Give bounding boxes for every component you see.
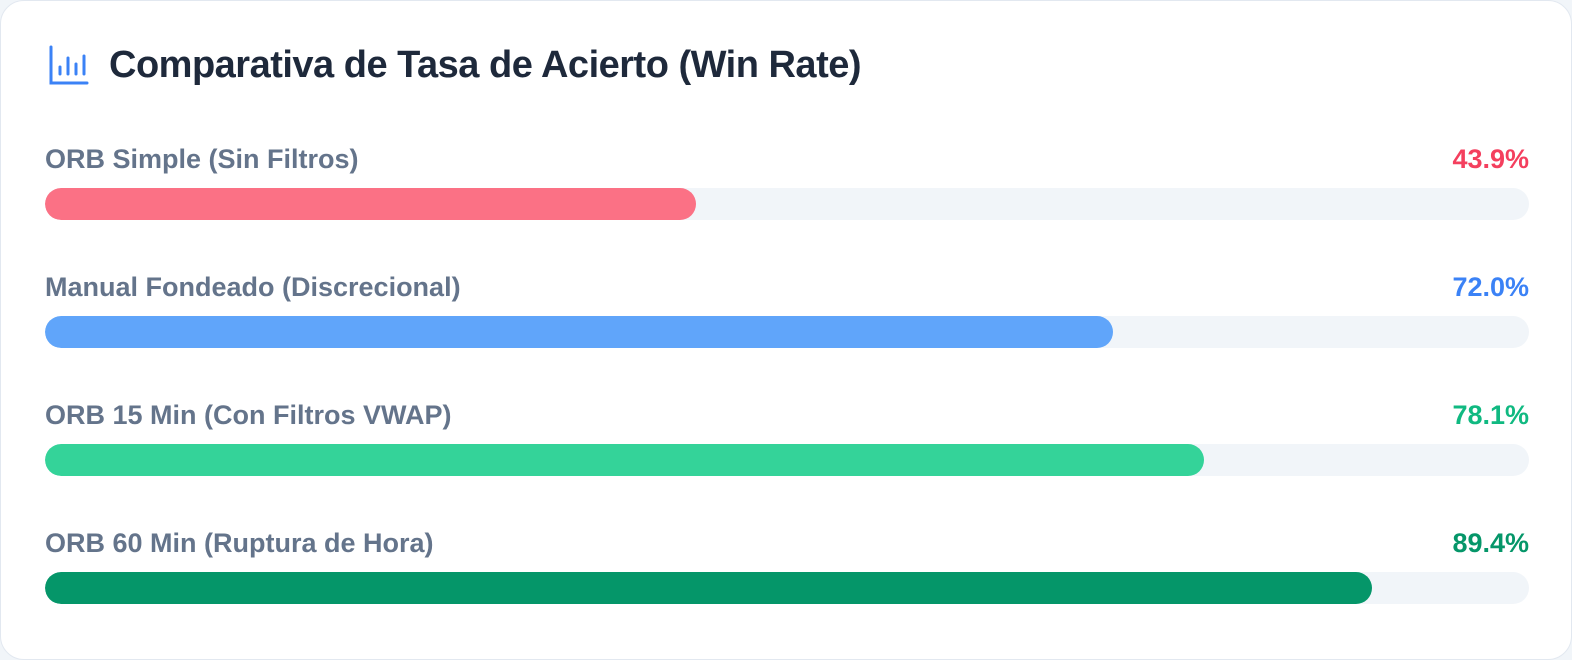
chart-title: Comparativa de Tasa de Acierto (Win Rate… — [109, 43, 862, 86]
bar-fill — [45, 572, 1372, 604]
bar-fill — [45, 444, 1204, 476]
bar-track — [45, 316, 1529, 348]
bar-row: ORB 15 Min (Con Filtros VWAP) 78.1% — [45, 397, 1529, 525]
bar-value-label: 78.1% — [1452, 399, 1529, 430]
bar-category-label: ORB 15 Min (Con Filtros VWAP) — [45, 399, 452, 430]
bar-track — [45, 188, 1529, 220]
bar-category-label: ORB Simple (Sin Filtros) — [45, 143, 359, 174]
bar-row: ORB Simple (Sin Filtros) 43.9% — [45, 141, 1529, 269]
bar-value-label: 89.4% — [1452, 527, 1529, 558]
bar-category-label: ORB 60 Min (Ruptura de Hora) — [45, 527, 434, 558]
card-header: Comparativa de Tasa de Acierto (Win Rate… — [47, 41, 862, 89]
bar-fill — [45, 188, 697, 220]
bar-track — [45, 572, 1529, 604]
bar-value-label: 43.9% — [1452, 143, 1529, 174]
bar-row-header: Manual Fondeado (Discrecional) 72.0% — [45, 269, 1529, 305]
bar-row-header: ORB Simple (Sin Filtros) 43.9% — [45, 141, 1529, 177]
bar-fill — [45, 316, 1114, 348]
bar-row-header: ORB 60 Min (Ruptura de Hora) 89.4% — [45, 525, 1529, 561]
bar-list: ORB Simple (Sin Filtros) 43.9% Manual Fond… — [45, 141, 1529, 653]
bar-track — [45, 444, 1529, 476]
bar-row: ORB 60 Min (Ruptura de Hora) 89.4% — [45, 525, 1529, 653]
bar-row-header: ORB 15 Min (Con Filtros VWAP) 78.1% — [45, 397, 1529, 433]
bar-row: Manual Fondeado (Discrecional) 72.0% — [45, 269, 1529, 397]
bar-category-label: Manual Fondeado (Discrecional) — [45, 271, 461, 302]
bar-chart-icon — [49, 45, 89, 85]
bar-value-label: 72.0% — [1452, 271, 1529, 302]
